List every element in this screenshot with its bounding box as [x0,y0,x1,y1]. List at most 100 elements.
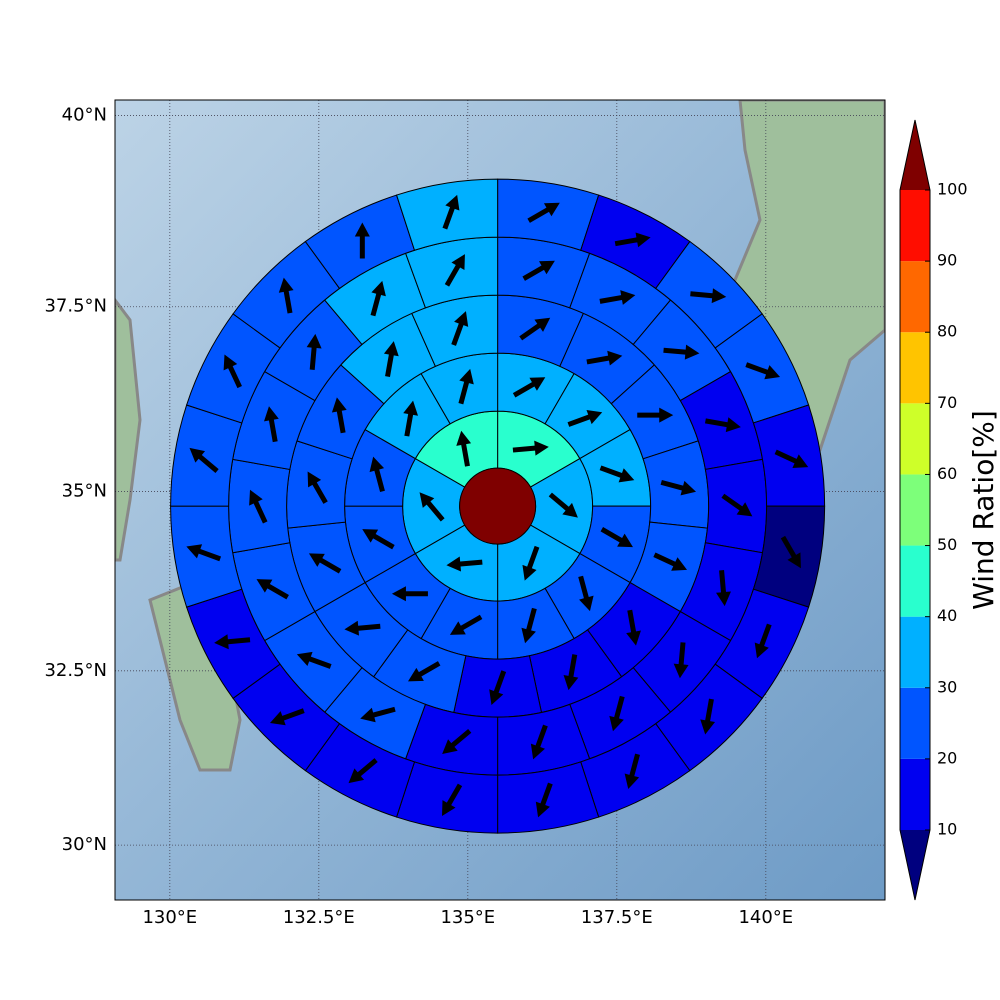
wind-arrow [522,545,540,581]
wind-arrow [586,350,623,366]
wind-arrow [442,728,472,755]
wind-arrow [535,782,553,818]
colorbar-band [900,190,930,262]
colorbar-band [900,332,930,404]
wind-arrow [660,479,697,496]
wind-arrow [442,194,460,230]
wind-arrow [614,232,651,248]
y-tick-label: 32.5°N [44,660,107,681]
colorbar-tick-label: 20 [937,748,957,767]
wind-arrow [264,406,279,443]
wind-arrow [716,570,731,607]
colorbar-tick-label: 60 [937,464,957,483]
wind-arrow [331,397,347,434]
wind-arrow [567,409,603,427]
wind-arrow [369,456,385,493]
wind-arrow [419,492,445,522]
y-tick-label: 40°N [62,105,107,126]
colorbar-band [900,261,930,333]
wind-arrow [449,614,483,635]
wind-arrow [704,417,741,433]
wind-arrow [278,277,294,314]
wind-arrow [362,529,395,550]
colorbar-band [900,616,930,688]
center-cell [459,467,537,545]
y-tick-label: 30°N [62,834,107,855]
plot-frame [114,99,886,901]
wind-arrow [653,552,688,571]
wind-arrow [296,651,332,669]
x-tick-label: 137.5°E [581,907,653,928]
wind-arrow [370,280,386,317]
wind-arrow [354,222,370,259]
wind-arrow [186,544,222,562]
wind-arrow [269,708,305,726]
x-tick-label: 135°E [440,907,495,928]
wind-arrow [700,698,716,735]
wind-arrow [348,758,378,784]
wind-arrow [690,288,727,304]
x-tick-label: 140°E [738,907,793,928]
wind-arrow [512,440,549,456]
colorbar-tick-label: 80 [937,322,957,341]
wind-arrow [344,620,381,636]
wind-arrow [637,407,674,423]
wind-arrow [360,706,396,723]
wind-arrow [721,493,753,517]
x-tick-label: 132.5°E [283,907,355,928]
colorbar-tick-label: 90 [937,251,957,270]
wind-arrow [527,202,560,223]
wind-arrow [530,724,548,760]
wind-arrow [600,527,633,548]
wind-arrow [456,430,472,467]
y-tick-label: 37.5°N [44,296,107,317]
wind-arrow [383,341,399,377]
wind-arrow [774,449,809,468]
wind-arrow [754,623,772,659]
colorbar-tick-label: 70 [937,393,957,412]
colorbar-band [900,758,930,830]
wind-arrow [521,607,537,644]
wind-arrow [609,695,625,732]
wind-arrow [308,553,342,574]
wind-arrow [563,654,579,691]
wind-arrow [408,661,441,682]
wind-arrow [626,609,641,646]
wind-arrow [223,354,242,389]
wind-arrow [403,400,419,437]
colorbar-band [900,545,930,617]
wind-arrow [663,344,700,360]
wind-arrow [441,783,463,816]
sector [395,178,499,251]
wind-arrow [519,317,551,341]
wind-arrow [522,260,555,281]
wind-arrow [578,575,594,612]
wind-arrow [214,634,251,650]
wind-arrow [745,362,781,380]
y-tick-label: 35°N [62,481,107,502]
wind-arrow [307,471,328,504]
colorbar-band [900,687,930,759]
colorbar-band [900,474,930,546]
wind-arrow [780,535,801,569]
colorbar-tick-label: 40 [937,606,957,625]
wind-arrow [391,586,428,602]
wind-arrow [451,311,469,346]
wind-arrow [624,753,640,789]
wind-arrow [256,579,289,600]
wind-arrow [458,368,474,405]
wind-arrow [446,556,483,572]
colorbar-band [900,403,930,475]
wind-arrow [512,377,546,398]
colorbar-tick-label: 30 [937,677,957,696]
x-tick-label: 130°E [142,907,197,928]
wind-arrow [548,492,578,518]
wind-arrow [673,642,689,679]
wind-arrow [489,670,507,705]
colorbar-tick-label: 100 [937,180,968,199]
colorbar-tick-label: 50 [937,535,957,554]
colorbar-extend-bottom [900,830,930,900]
wind-arrow [599,465,635,483]
wind-arrow [189,447,219,473]
